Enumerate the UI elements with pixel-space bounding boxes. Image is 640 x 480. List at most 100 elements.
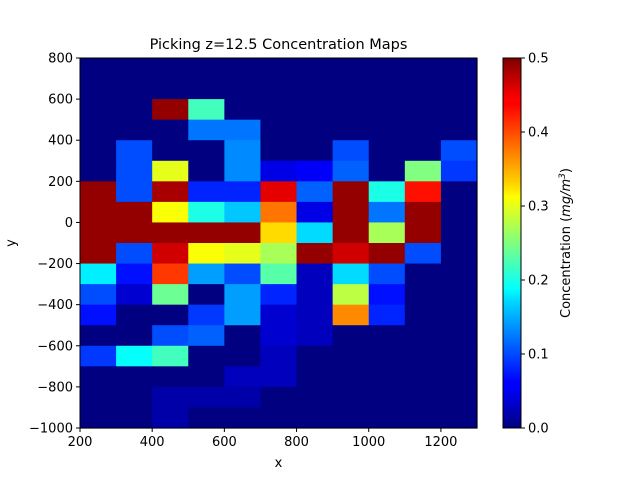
heatmap-cell (332, 222, 370, 244)
heatmap-cell (152, 119, 189, 141)
heatmap-cell (152, 243, 189, 265)
heatmap-cell (116, 222, 153, 244)
heatmap-cell (80, 366, 117, 388)
y-tick-label: 400 (48, 134, 73, 149)
heatmap-cell (296, 386, 334, 409)
heatmap-cell (440, 243, 478, 265)
x-axis-label: x (275, 456, 283, 471)
y-tick-label: −200 (37, 257, 73, 272)
heatmap-cell (260, 201, 298, 224)
heatmap-cell (332, 99, 370, 121)
heatmap-cell (188, 386, 225, 409)
heatmap-cell (80, 99, 117, 121)
heatmap-cell (404, 243, 442, 265)
heatmap-cell (296, 140, 334, 162)
heatmap-cell (260, 345, 298, 367)
y-tick-label: −600 (37, 339, 73, 354)
heatmap-cell (188, 263, 225, 285)
heatmap-cell (404, 345, 442, 367)
heatmap-cell (80, 345, 117, 367)
heatmap-cell (332, 386, 370, 409)
heatmap-cell (80, 407, 117, 429)
heatmap-cell (260, 366, 298, 388)
heatmap-cell (332, 366, 370, 388)
heatmap-cell (368, 243, 406, 265)
heatmap-cell (260, 325, 298, 347)
heatmap-cell (188, 58, 225, 100)
heatmap-cell (260, 222, 298, 244)
heatmap-cell (296, 304, 334, 326)
heatmap-cell (440, 366, 478, 388)
heatmap-cell (224, 304, 262, 326)
heatmap-cell (188, 345, 225, 367)
heatmap-cell (188, 304, 225, 326)
heatmap-cell (260, 58, 298, 100)
heatmap-cell (116, 243, 153, 265)
heatmap-cell (368, 222, 406, 244)
heatmap-cell (152, 140, 189, 162)
heatmap-cell (152, 181, 189, 203)
heatmap-cell (440, 386, 478, 409)
heatmap-cell (440, 345, 478, 367)
heatmap-cell (188, 325, 225, 347)
heatmap-cell (116, 325, 153, 347)
heatmap-cell (332, 201, 370, 224)
y-tick-label: 800 (48, 52, 73, 67)
heatmap-cell (260, 140, 298, 162)
heatmap-cell (440, 181, 478, 203)
colorbar-tick-label: 0.0 (528, 422, 549, 437)
heatmap-cell (440, 201, 478, 224)
heatmap-cell (332, 58, 370, 100)
heatmap-cell (296, 366, 334, 388)
heatmap-cell (440, 263, 478, 285)
heatmap-cell (80, 222, 117, 244)
heatmap-cell (152, 386, 189, 409)
heatmap-cell (404, 304, 442, 326)
heatmap-cell (188, 160, 225, 182)
heatmap-cell (224, 201, 262, 224)
heatmap-cell (296, 284, 334, 306)
heatmap-cell (80, 284, 117, 306)
heatmap-cell (440, 284, 478, 306)
heatmap-cell (440, 140, 478, 162)
heatmap-cell (80, 325, 117, 347)
heatmap-cell (116, 345, 153, 367)
heatmap-cell (404, 119, 442, 141)
heatmap-cell (188, 243, 225, 265)
heatmap-cell (224, 119, 262, 141)
heatmap-cell (224, 140, 262, 162)
heatmap-cell (116, 140, 153, 162)
heatmap-cell (224, 243, 262, 265)
heatmap-cell (368, 99, 406, 121)
heatmap-cell (116, 386, 153, 409)
heatmap-cell (368, 160, 406, 182)
heatmap-cell (368, 181, 406, 203)
heatmap-cell (152, 222, 189, 244)
heatmap-cell (440, 304, 478, 326)
heatmap-cell (368, 304, 406, 326)
heatmap-cell (404, 99, 442, 121)
heatmap-cell (188, 201, 225, 224)
heatmap-cell (152, 407, 189, 429)
x-tick-label: 400 (140, 435, 165, 450)
heatmap-cell (368, 201, 406, 224)
heatmap-cell (440, 119, 478, 141)
heatmap-cell (224, 222, 262, 244)
heatmap-cell (332, 345, 370, 367)
heatmap-cell (296, 181, 334, 203)
heatmap-cell (404, 386, 442, 409)
heatmap-cell (116, 181, 153, 203)
y-axis-ticks: −1000 −800 −600 −400 −200 0 200 400 600 800 (29, 52, 80, 437)
heatmap-cell (188, 119, 225, 141)
heatmap-cell (188, 407, 225, 429)
x-axis-ticks: 200 400 600 800 1000 1200 (68, 428, 457, 450)
heatmap-cell (404, 325, 442, 347)
heatmap-cell (260, 407, 298, 429)
heatmap-cell (296, 119, 334, 141)
heatmap-cell (152, 58, 189, 100)
heatmap-cell (80, 243, 117, 265)
heatmap-cell (224, 345, 262, 367)
heatmap-cell (404, 140, 442, 162)
colorbar-tick-label: 0.2 (528, 274, 549, 289)
heatmap-cell (440, 58, 478, 100)
